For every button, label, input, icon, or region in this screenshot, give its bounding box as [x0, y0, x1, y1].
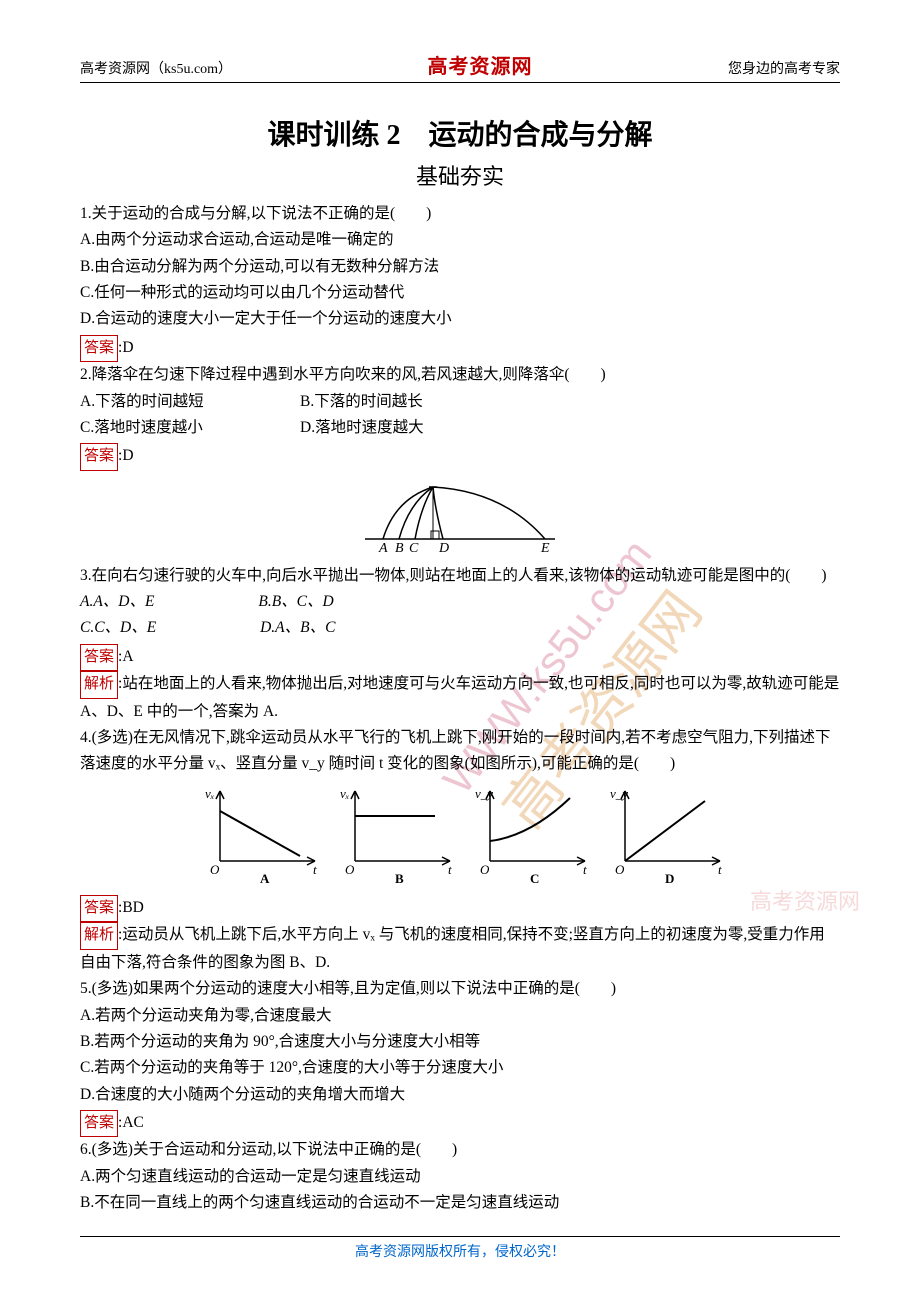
q1-opt-d: D.合运动的速度大小一定大于任一个分运动的速度大小 [80, 306, 840, 332]
svg-text:t: t [313, 862, 317, 877]
q2-stem: 2.降落伞在匀速下降过程中遇到水平方向吹来的风,若风速越大,则降落伞( ) [80, 362, 840, 388]
svg-text:t: t [718, 862, 722, 877]
q5-answer: :AC [118, 1114, 144, 1131]
question-4: 4.(多选)在无风情况下,跳伞运动员从水平飞行的飞机上跳下,刚开始的一段时间内,… [80, 725, 840, 778]
svg-text:t: t [583, 862, 587, 877]
q2-opt-c: C.落地时速度越小 [80, 415, 300, 441]
svg-text:B: B [395, 871, 404, 886]
question-3: 3.在向右匀速行驶的火车中,向后水平抛出一物体,则站在地面上的人看来,该物体的运… [80, 563, 840, 725]
q5-opt-c: C.若两个分运动的夹角等于 120°,合速度的大小等于分速度大小 [80, 1055, 840, 1081]
q4-figure: vₓ Ot A vₓ Ot B v_y Ot C [80, 786, 840, 891]
answer-label: 答案 [80, 644, 118, 672]
q5-opt-b: B.若两个分运动的夹角为 90°,合速度大小与分速度大小相等 [80, 1029, 840, 1055]
svg-text:O: O [480, 862, 490, 877]
q6-opt-b: B.不在同一直线上的两个匀速直线运动的合运动不一定是匀速直线运动 [80, 1190, 840, 1216]
page-header: 高考资源网（ks5u.com） 高考资源网 您身边的高考专家 [80, 50, 840, 83]
q2-opt-b: B.下落的时间越长 [300, 389, 423, 415]
header-right: 您身边的高考专家 [728, 58, 840, 78]
q1-opt-a: A.由两个分运动求合运动,合运动是唯一确定的 [80, 227, 840, 253]
expl-label: 解析 [80, 671, 118, 699]
svg-text:t: t [448, 862, 452, 877]
svg-text:vₓ: vₓ [205, 786, 215, 801]
q3-stem: 3.在向右匀速行驶的火车中,向后水平抛出一物体,则站在地面上的人看来,该物体的运… [80, 563, 840, 589]
q5-opt-a: A.若两个分运动夹角为零,合速度最大 [80, 1003, 840, 1029]
svg-text:B: B [395, 541, 404, 554]
q4-expl: :运动员从飞机上跳下后,水平方向上 vₓ 与飞机的速度相同,保持不变;竖直方向上… [80, 926, 825, 971]
question-1: 1.关于运动的合成与分解,以下说法不正确的是( ) A.由两个分运动求合运动,合… [80, 201, 840, 362]
svg-text:O: O [345, 862, 355, 877]
svg-text:O: O [210, 862, 220, 877]
q3-answer: :A [118, 648, 134, 665]
expl-label: 解析 [80, 922, 118, 950]
svg-text:E: E [540, 541, 550, 554]
q6-stem: 6.(多选)关于合运动和分运动,以下说法中正确的是( ) [80, 1137, 840, 1163]
svg-text:A: A [378, 541, 388, 554]
q3-expl: :站在地面上的人看来,物体抛出后,对地速度可与火车运动方向一致,也可相反,同时也… [80, 675, 839, 720]
q3-figure: A B C D E [80, 479, 840, 559]
q1-stem: 1.关于运动的合成与分解,以下说法不正确的是( ) [80, 201, 840, 227]
question-5: 5.(多选)如果两个分运动的速度大小相等,且为定值,则以下说法中正确的是( ) … [80, 976, 840, 1137]
svg-text:v_y: v_y [610, 786, 628, 801]
q2-answer: :D [118, 447, 134, 464]
q1-answer: :D [118, 339, 134, 356]
page-subtitle: 基础夯实 [80, 159, 840, 191]
header-center: 高考资源网 [428, 50, 533, 79]
q1-opt-c: C.任何一种形式的运动均可以由几个分运动替代 [80, 280, 840, 306]
q3-opt-d: D.A、B、C [260, 615, 385, 641]
q4-stem: 4.(多选)在无风情况下,跳伞运动员从水平飞行的飞机上跳下,刚开始的一段时间内,… [80, 725, 840, 778]
q5-stem: 5.(多选)如果两个分运动的速度大小相等,且为定值,则以下说法中正确的是( ) [80, 976, 840, 1002]
page-footer: 高考资源网版权所有，侵权必究！ [80, 1236, 840, 1261]
svg-text:C: C [409, 541, 419, 554]
q2-opt-d: D.落地时速度越大 [300, 415, 424, 441]
q4-answer: :BD [118, 899, 144, 916]
header-left: 高考资源网（ks5u.com） [80, 58, 232, 78]
question-4b: 答案:BD 解析:运动员从飞机上跳下后,水平方向上 vₓ 与飞机的速度相同,保持… [80, 895, 840, 976]
svg-text:A: A [260, 871, 270, 886]
svg-text:D: D [438, 541, 449, 554]
question-2: 2.降落伞在匀速下降过程中遇到水平方向吹来的风,若风速越大,则降落伞( ) A.… [80, 362, 840, 471]
q2-opt-a: A.下落的时间越短 [80, 389, 300, 415]
svg-text:v_y: v_y [475, 786, 493, 801]
answer-label: 答案 [80, 1110, 118, 1138]
svg-text:vₓ: vₓ [340, 786, 350, 801]
answer-label: 答案 [80, 335, 118, 363]
q6-opt-a: A.两个匀速直线运动的合运动一定是匀速直线运动 [80, 1164, 840, 1190]
page-title: 课时训练 2 运动的合成与分解 [80, 113, 840, 153]
q1-opt-b: B.由合运动分解为两个分运动,可以有无数种分解方法 [80, 254, 840, 280]
q3-opt-a: A.A、D、E [80, 589, 204, 615]
q3-opt-b: B.B、C、D [258, 589, 383, 615]
svg-text:C: C [530, 871, 539, 886]
svg-text:O: O [615, 862, 625, 877]
question-6: 6.(多选)关于合运动和分运动,以下说法中正确的是( ) A.两个匀速直线运动的… [80, 1137, 840, 1216]
svg-text:D: D [665, 871, 674, 886]
answer-label: 答案 [80, 443, 118, 471]
q3-opt-c: C.C、D、E [80, 615, 206, 641]
q5-opt-d: D.合速度的大小随两个分运动的夹角增大而增大 [80, 1082, 840, 1108]
answer-label: 答案 [80, 895, 118, 923]
